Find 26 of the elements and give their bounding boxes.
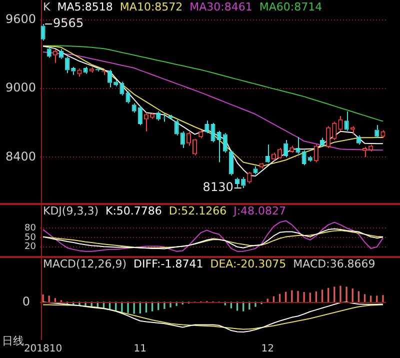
y-tick-label: 9600: [5, 12, 36, 26]
chart-title: MACD(12,26,9): [43, 257, 127, 270]
chart-title: K: [43, 0, 51, 14]
annotation: 9565: [53, 16, 84, 30]
x-tick-label: 201810: [24, 344, 62, 355]
text: DIFF:-1.8741: [134, 257, 204, 270]
x-tick-label: 11: [134, 344, 147, 355]
y-tick-label: 80: [24, 223, 36, 234]
y-tick-label: 9000: [5, 80, 36, 95]
series-label: J:48.0827: [232, 204, 286, 218]
text: DEA:-20.3075: [210, 257, 286, 270]
text: MA5:8518: [57, 0, 113, 14]
text: K:50.7786: [106, 204, 162, 218]
series-label: MACD:36.8669: [293, 257, 376, 270]
x-tick-label: 12: [261, 344, 274, 355]
y-tick-label: 8400: [5, 149, 36, 164]
chart-title: KDJ(9,3,3): [43, 204, 98, 218]
text: MA10:8572: [120, 0, 183, 14]
text: MA30:8461: [190, 0, 252, 14]
ref-line-label: 0: [22, 294, 30, 309]
text: D:52.1266: [168, 204, 227, 218]
y-tick-label: 20: [24, 242, 36, 252]
text: MA60:8714: [259, 0, 322, 14]
x-axis-title: 日线: [2, 334, 24, 348]
annotation: 8130: [202, 180, 234, 194]
y-tick-label: 50: [24, 232, 36, 243]
